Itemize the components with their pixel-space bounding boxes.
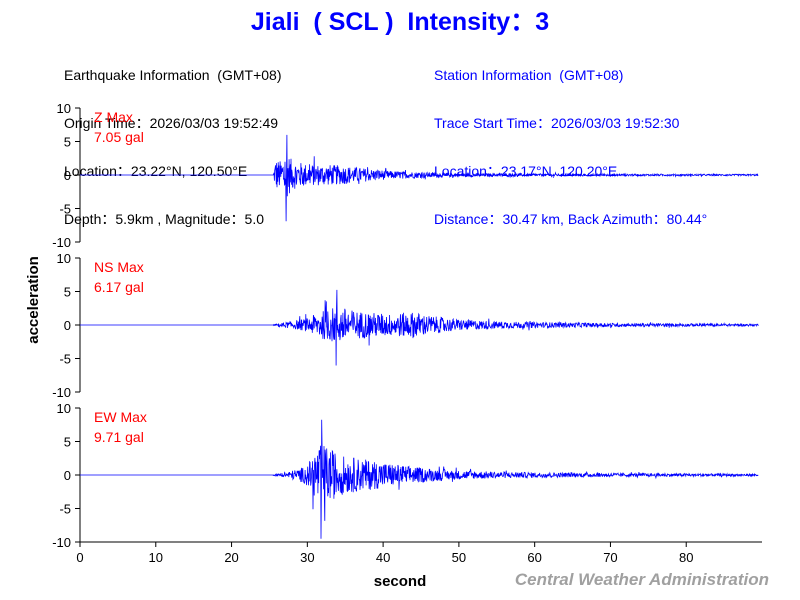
- distance-azimuth: Distance：30.47 km, Back Azimuth：80.44°: [434, 211, 708, 227]
- depth-magnitude: Depth：5.9km , Magnitude：5.0: [64, 211, 264, 227]
- max-label-ew: EW Max: [94, 409, 147, 425]
- y-tick-label: 0: [64, 468, 71, 483]
- y-tick-label: 10: [57, 101, 71, 116]
- y-tick-label: -10: [52, 535, 71, 550]
- trace-ns: [80, 289, 759, 366]
- y-tick-label: 10: [57, 401, 71, 416]
- max-value-z: 7.05 gal: [94, 129, 144, 145]
- x-tick-label: 30: [300, 550, 314, 565]
- station-info-heading: Station Information (GMT+08): [434, 67, 624, 83]
- max-value-ew: 9.71 gal: [94, 429, 144, 445]
- x-tick-label: 60: [527, 550, 541, 565]
- y-tick-label: 0: [64, 318, 71, 333]
- y-tick-label: -5: [59, 502, 71, 517]
- y-tick-label: -10: [52, 385, 71, 400]
- station-info: Station Information (GMT+08) Trace Start…: [434, 35, 707, 243]
- x-tick-label: 10: [149, 550, 163, 565]
- x-tick-label: 20: [224, 550, 238, 565]
- trace-ew: [80, 419, 759, 539]
- x-tick-label: 80: [679, 550, 693, 565]
- max-label-ns: NS Max: [94, 259, 144, 275]
- x-tick-label: 0: [76, 550, 83, 565]
- max-label-z: Z Max: [94, 109, 133, 125]
- max-value-ns: 6.17 gal: [94, 279, 144, 295]
- y-tick-label: -10: [52, 235, 71, 250]
- y-tick-label: -5: [59, 202, 71, 217]
- y-tick-label: -5: [59, 352, 71, 367]
- x-tick-label: 50: [452, 550, 466, 565]
- y-axis-label: acceleration: [25, 256, 42, 344]
- y-tick-label: 5: [64, 285, 71, 300]
- y-tick-label: 5: [64, 135, 71, 150]
- earthquake-info-heading: Earthquake Information (GMT+08): [64, 67, 282, 83]
- x-axis-label: second: [374, 573, 427, 590]
- credit-text: Central Weather Administration: [514, 570, 769, 589]
- y-tick-label: 0: [64, 168, 71, 183]
- trace-z: [80, 134, 759, 222]
- origin-time: Origin Time：2026/03/03 19:52:49: [64, 115, 279, 131]
- y-tick-label: 10: [57, 251, 71, 266]
- y-tick-label: 5: [64, 435, 71, 450]
- trace-start-time: Trace Start Time：2026/03/03 19:52:30: [434, 115, 680, 131]
- chart-title: Jiali ( SCL ) Intensity：3: [250, 8, 550, 36]
- x-tick-label: 70: [603, 550, 617, 565]
- x-tick-label: 40: [376, 550, 390, 565]
